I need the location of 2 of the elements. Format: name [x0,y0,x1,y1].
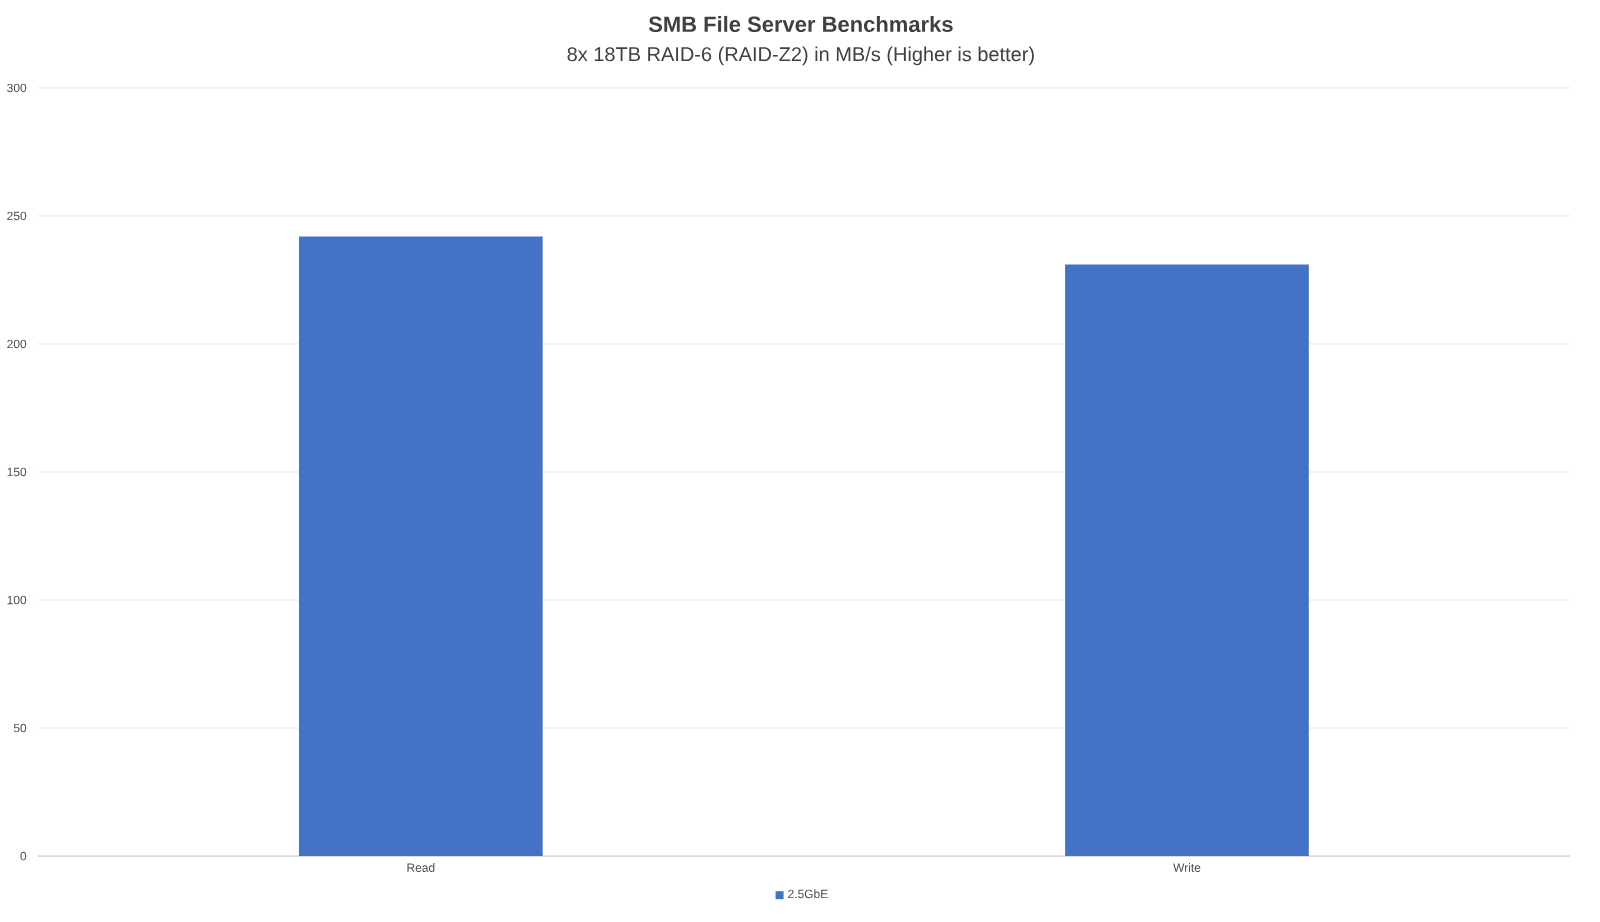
chart-title: SMB File Server Benchmarks [648,16,953,33]
chart-subtitle: 8x 18TB RAID-6 (RAID-Z2) in MB/s (Higher is better) [567,47,1034,66]
